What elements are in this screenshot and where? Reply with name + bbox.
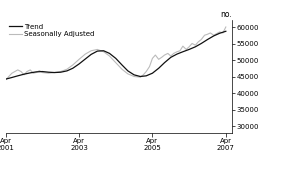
Text: no.: no. (220, 10, 232, 19)
Legend: Trend, Seasonally Adjusted: Trend, Seasonally Adjusted (9, 24, 95, 37)
